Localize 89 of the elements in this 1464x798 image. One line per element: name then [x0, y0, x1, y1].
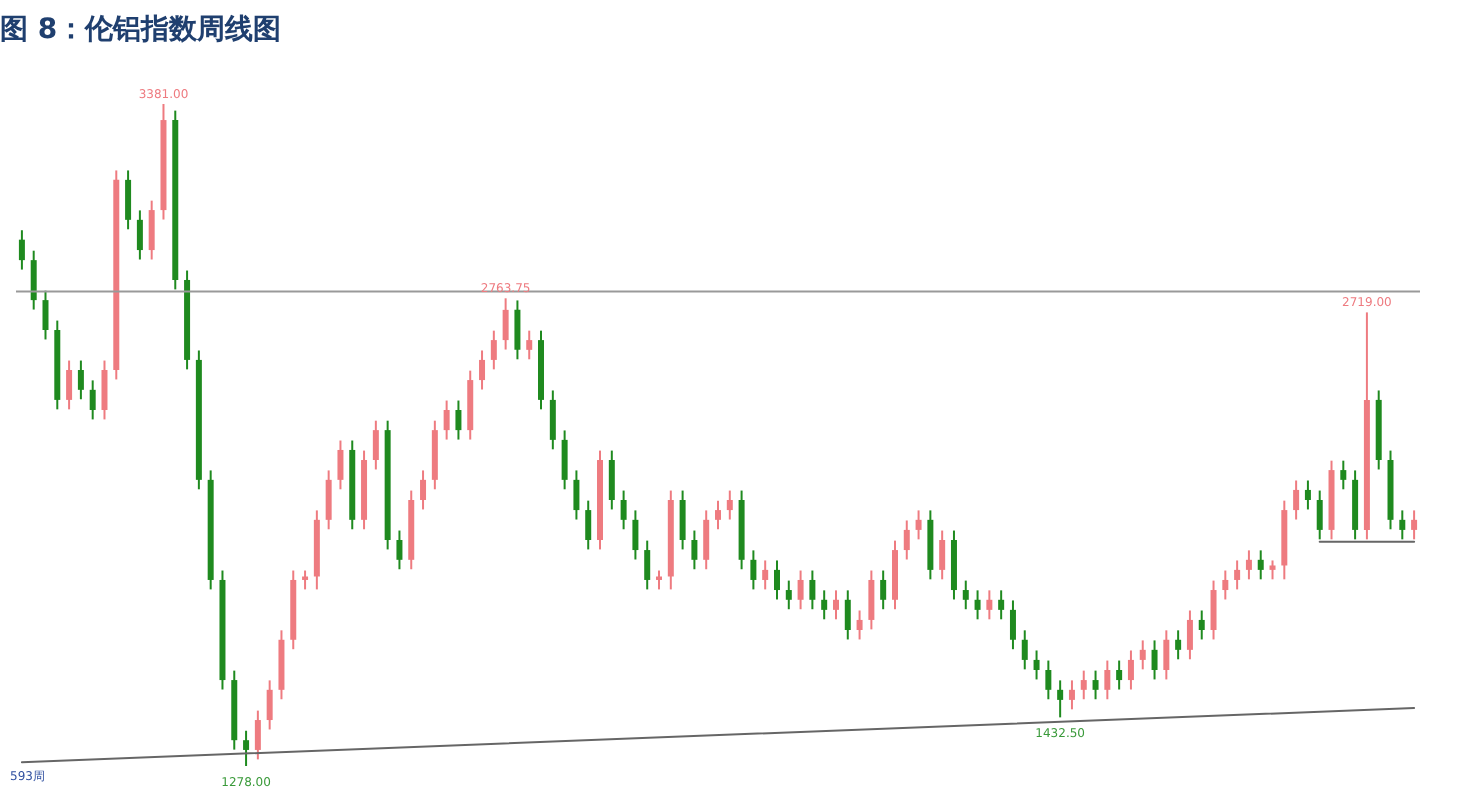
candlestick [125, 169, 132, 231]
candlestick [903, 519, 910, 561]
candlestick [396, 529, 403, 571]
candlestick [1245, 549, 1252, 581]
candlestick [1045, 659, 1052, 701]
candlestick [30, 249, 37, 311]
candlestick [136, 209, 143, 261]
candlestick [1116, 659, 1123, 691]
candlestick [1057, 679, 1064, 719]
candlestick [608, 449, 615, 511]
candlestick [797, 569, 804, 611]
candlestick [773, 559, 780, 601]
candlestick [1269, 559, 1276, 581]
candlestick [880, 569, 887, 611]
candlestick [18, 229, 25, 271]
candlestick [1127, 649, 1134, 691]
candlestick [337, 439, 344, 491]
candlestick [856, 609, 863, 641]
candlestick [148, 199, 155, 261]
candlestick [1033, 649, 1040, 681]
candlestick [974, 589, 981, 621]
candlestick [302, 569, 309, 591]
candlestick [420, 469, 427, 511]
candlestick [573, 469, 580, 521]
candlestick [986, 589, 993, 621]
candlestick [620, 489, 627, 531]
candlestick [266, 679, 273, 731]
candlestick [325, 469, 332, 531]
candlestick [679, 489, 686, 551]
candlestick [939, 529, 946, 581]
candlestick [809, 569, 816, 611]
candlestick [66, 359, 73, 411]
candlestick [1234, 559, 1241, 591]
candlestick [1257, 549, 1264, 581]
candlestick [998, 589, 1005, 621]
candlestick [1139, 639, 1146, 671]
candlestick [821, 589, 828, 621]
candlestick [832, 589, 839, 621]
candlestick [715, 499, 721, 531]
candlestick [1411, 509, 1418, 541]
candlestick [915, 509, 922, 541]
candlestick [1198, 609, 1205, 641]
candlestick [254, 709, 261, 761]
candlestick [42, 289, 49, 341]
candlestick [1092, 669, 1099, 701]
candlestick [1175, 629, 1182, 661]
candlestick [1316, 489, 1323, 541]
candlestick [1210, 579, 1217, 641]
candlestick [1080, 669, 1087, 701]
candlestick [1399, 509, 1406, 541]
candlestick [762, 559, 769, 591]
candlestick [632, 509, 639, 561]
candlestick [1151, 639, 1158, 681]
chart-title: 图 8：伦铝指数周线图 [0, 14, 282, 46]
candlestick [526, 329, 533, 361]
candlestick [844, 589, 851, 641]
candlestick [243, 729, 250, 767]
candlestick [490, 329, 497, 371]
candlestick [77, 359, 84, 401]
candlestick [1293, 479, 1300, 521]
candlestick [1340, 459, 1347, 491]
candlestick [1222, 569, 1229, 601]
candlestick [703, 509, 710, 571]
candlestick [1009, 599, 1016, 651]
candlestick [644, 539, 651, 591]
candlestick [479, 349, 486, 391]
candlestick [1186, 609, 1193, 661]
candlestick [1104, 659, 1111, 701]
candlestick [785, 579, 792, 611]
candlestick [455, 399, 462, 441]
candlestick [750, 549, 757, 591]
candlestick [101, 359, 108, 421]
candlestick [962, 579, 969, 611]
candlestick [1304, 479, 1311, 511]
candlestick [1163, 629, 1170, 681]
candlestick [656, 569, 663, 591]
candlestick [372, 419, 379, 471]
candlestick [1068, 679, 1075, 711]
candlestick [89, 379, 96, 421]
candlestick [691, 529, 698, 571]
candlestick [514, 299, 521, 361]
candlestick [1021, 629, 1028, 671]
candlestick [561, 429, 568, 491]
candlestick [549, 389, 556, 451]
candlestick [502, 297, 509, 351]
candlestick [443, 399, 450, 441]
candlestick [726, 489, 733, 521]
candlestick [585, 499, 592, 551]
candlestick [868, 569, 875, 631]
